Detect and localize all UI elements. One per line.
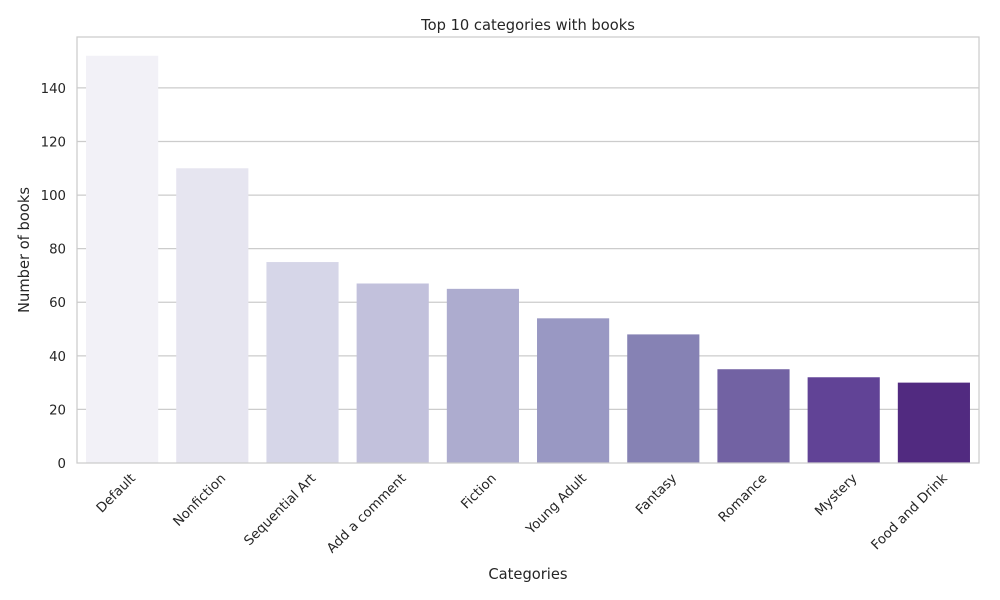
y-tick-label: 80 bbox=[49, 243, 66, 258]
y-tick-label: 120 bbox=[41, 135, 66, 150]
y-tick-label: 0 bbox=[58, 457, 66, 472]
x-tick-label: Fantasy bbox=[633, 471, 680, 518]
bar-default bbox=[86, 55, 159, 463]
bar-romance bbox=[717, 369, 790, 463]
x-tick-label: Fiction bbox=[459, 471, 500, 512]
y-tick-labels: 0 20 40 60 80 100 120 140 bbox=[41, 82, 66, 472]
x-tick-label: Sequential Art bbox=[242, 471, 320, 549]
bars bbox=[86, 55, 970, 463]
x-tick-label: Young Adult bbox=[523, 471, 590, 538]
plot-frame bbox=[76, 36, 980, 464]
bar-food-and-drink bbox=[897, 382, 970, 463]
bar-nonfiction bbox=[176, 168, 249, 463]
y-tick-label: 60 bbox=[49, 296, 66, 311]
bar-add-a-comment bbox=[356, 283, 429, 463]
bar-mystery bbox=[807, 377, 880, 463]
x-tick-label: Add a comment bbox=[324, 471, 409, 556]
bar-fantasy bbox=[627, 334, 700, 463]
bar-young-adult bbox=[537, 318, 610, 463]
bar-sequential-art bbox=[266, 262, 339, 463]
x-tick-labels: Default Nonfiction Sequential Art Add a com… bbox=[94, 471, 951, 556]
x-tick-label: Default bbox=[94, 471, 139, 516]
x-tick-label: Food and Drink bbox=[869, 471, 951, 553]
y-tick-label: 40 bbox=[49, 350, 66, 365]
x-tick-label: Romance bbox=[716, 471, 770, 525]
y-tick-label: 20 bbox=[49, 403, 66, 418]
y-tick-label: 100 bbox=[41, 189, 66, 204]
x-tick-label: Nonfiction bbox=[171, 471, 229, 529]
x-tick-label: Mystery bbox=[812, 471, 860, 519]
x-axis-label: Categories bbox=[488, 566, 567, 583]
chart-title: Top 10 categories with books bbox=[420, 17, 635, 34]
y-axis-label: Number of books bbox=[16, 187, 33, 313]
bar-fiction bbox=[446, 288, 519, 463]
y-tick-label: 140 bbox=[41, 82, 66, 97]
